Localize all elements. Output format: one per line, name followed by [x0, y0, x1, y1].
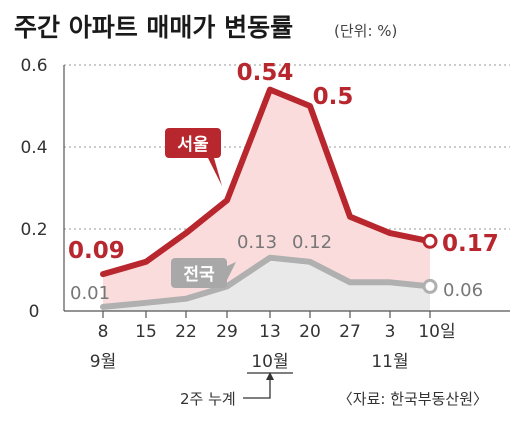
data-label: 0.12: [292, 232, 332, 253]
y-tick-label: 0.6: [20, 56, 47, 76]
data-label: 0.17: [442, 231, 499, 257]
source-note: 〈자료: 한국부동산원〉: [338, 390, 488, 408]
annotation-arrowhead: [266, 372, 274, 380]
annotation-arrow: [243, 378, 271, 399]
y-tick-label: 0.2: [20, 220, 47, 240]
x-tick-label: 10일: [418, 322, 455, 342]
y-tick-label: 0.4: [20, 138, 47, 158]
unit-note: (단위: %): [334, 22, 397, 40]
data-label: 0.06: [443, 280, 483, 301]
x-tick-label: 3: [385, 322, 396, 342]
x-tick-label: 22: [175, 322, 197, 342]
series-tag-label: 전국: [183, 265, 215, 285]
x-tick-label: 15: [135, 322, 157, 342]
series-tag-pointer: [218, 262, 236, 282]
chart-title: 주간 아파트 매매가 변동률: [14, 13, 293, 42]
end-marker: [422, 233, 438, 249]
axes: 0 0.2 0.4 0.6 8 15 22 29 13 20 27 3 10일 9월 10월 11월: [20, 56, 510, 374]
series-lines: [100, 86, 433, 310]
x-tick-label: 27: [339, 322, 361, 342]
y-tick-label: 0: [29, 302, 40, 322]
annotation-text: 2주 누계: [180, 390, 236, 408]
data-label: 0.5: [313, 84, 354, 110]
series-tag-national: [171, 258, 227, 288]
month-label: 10월: [251, 352, 288, 372]
series-tag-pointer: [208, 158, 222, 186]
x-tick-label: 8: [98, 322, 109, 342]
data-label: 0.09: [68, 238, 125, 264]
data-label: 0.13: [237, 232, 277, 253]
x-tick-label: 29: [216, 322, 238, 342]
data-label: 0.54: [237, 60, 294, 86]
x-tick-label: 20: [299, 322, 321, 342]
areas: [103, 89, 430, 311]
series-area: [103, 89, 430, 311]
data-labels: 0.09 0.54 0.5 0.17 0.01 0.13 0.12 0.06: [68, 60, 499, 304]
end-marker: [422, 278, 438, 294]
grid: [64, 64, 510, 230]
month-label: 11월: [371, 352, 408, 372]
series-tag-label: 서울: [177, 135, 209, 155]
series-area: [103, 257, 430, 311]
series-tag-seoul: [165, 128, 221, 158]
end-markers: [422, 233, 438, 294]
x-tick-label: 13: [259, 322, 281, 342]
series-line: [100, 86, 433, 278]
series-line: [100, 254, 433, 310]
data-label: 0.01: [70, 283, 110, 304]
month-label: 9월: [90, 352, 116, 372]
